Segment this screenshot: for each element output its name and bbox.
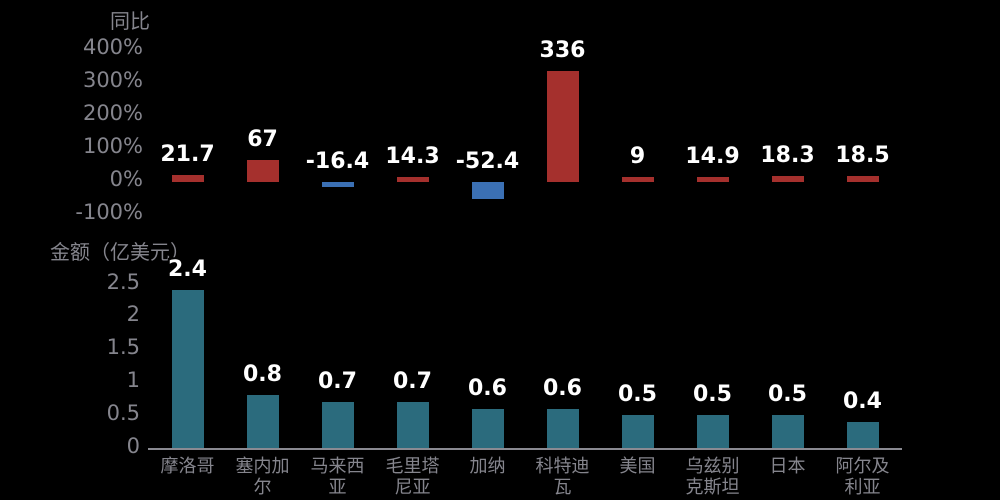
category-label: 加纳 (454, 456, 522, 477)
amount-bar-value: 0.7 (318, 368, 357, 394)
growth-bar-value: 336 (539, 38, 586, 64)
category-label-line: 加纳 (469, 456, 506, 477)
category-label-line: 马来西 (310, 456, 365, 477)
growth-bar (546, 71, 579, 182)
amount-bar (696, 415, 729, 448)
growth-bar-value: -16.4 (305, 149, 370, 174)
growth-bar-value: -52.4 (455, 149, 520, 174)
growth-bar (696, 177, 729, 182)
amount-ytick: 1 (126, 368, 140, 393)
growth-bar (396, 177, 429, 182)
growth-bar-value: 14.3 (385, 144, 440, 169)
category-label-line: 尼亚 (394, 477, 431, 498)
amount-bar (321, 401, 354, 448)
amount-bar (171, 290, 204, 448)
growth-ytick: 400% (82, 35, 143, 59)
amount-bar (471, 408, 504, 448)
amount-bar-value: 0.5 (618, 382, 657, 408)
amount-bar (621, 415, 654, 448)
category-label: 塞内加尔 (229, 456, 297, 498)
growth-bar-value: 67 (247, 126, 278, 152)
category-label: 乌兹别 克斯坦 (679, 456, 747, 498)
growth-ytick: 100% (82, 134, 143, 158)
growth-bar (771, 175, 804, 182)
amount-bar-value: 0.7 (393, 368, 432, 394)
amount-bar-value: 0.5 (693, 382, 732, 408)
category-label: 摩洛哥 (154, 456, 222, 477)
growth-ytick: -100% (75, 200, 143, 224)
amount-ytick: 2 (126, 302, 140, 327)
amount-bar-value: 2.4 (168, 257, 207, 283)
growth-ytick: 0% (109, 167, 143, 191)
category-label: 马来西亚 (304, 456, 372, 498)
amount-ytick: 0 (126, 434, 140, 458)
growth-bar-value: 18.3 (760, 142, 815, 168)
category-label-line: 瓦 (553, 477, 572, 498)
amount-bar-value: 0.5 (768, 382, 807, 408)
category-label-line: 利亚 (844, 477, 881, 498)
amount-bar (771, 415, 804, 448)
growth-bar-value: 14.9 (685, 144, 740, 169)
amount-ytick: 2.5 (106, 269, 140, 294)
amount-bar (246, 395, 279, 448)
growth-bar (246, 159, 279, 182)
growth-bar-value: 9 (629, 144, 646, 169)
growth-bar (321, 182, 354, 188)
amount-bar (546, 408, 579, 448)
category-label-line: 塞内加 (235, 456, 290, 477)
category-label-line: 阿尔及 (835, 456, 890, 477)
growth-bar (171, 174, 204, 182)
category-label: 阿尔及 利亚 (829, 456, 897, 498)
category-label: 毛里塔 尼亚 (379, 456, 447, 498)
amount-bar-value: 0.6 (543, 375, 582, 401)
category-label-line: 亚 (328, 477, 347, 498)
category-label-line: 乌兹别 (685, 456, 740, 477)
growth-chart-title: 同比 (110, 9, 150, 33)
growth-bar (621, 177, 654, 182)
amount-chart-title: 金额（亿美元） (50, 240, 190, 264)
growth-bar (846, 175, 879, 182)
category-label: 科特迪瓦 (529, 456, 597, 498)
x-axis-line (148, 448, 902, 450)
amount-bar (846, 421, 879, 448)
amount-bar (396, 401, 429, 448)
growth-bar-value: 18.5 (835, 142, 890, 168)
category-label-line: 摩洛哥 (160, 456, 215, 477)
amount-bar-value: 0.8 (243, 362, 282, 388)
category-label-line: 克斯坦 (685, 477, 740, 498)
amount-ytick: 0.5 (106, 401, 140, 426)
category-label-line: 美国 (619, 456, 656, 477)
category-label: 美国 (604, 456, 672, 477)
growth-bar-value: 21.7 (160, 141, 215, 167)
category-label-line: 科特迪 (535, 456, 590, 477)
category-label-line: 尔 (253, 477, 272, 498)
category-label-line: 毛里塔 (385, 456, 440, 477)
amount-ytick: 1.5 (106, 335, 140, 360)
category-label-line: 日本 (769, 456, 806, 477)
growth-ytick: 300% (82, 68, 143, 92)
growth-bar (471, 182, 504, 200)
category-label: 日本 (754, 456, 822, 477)
amount-bar-value: 0.4 (843, 388, 882, 414)
growth-ytick: 200% (82, 101, 143, 125)
amount-bar-value: 0.6 (468, 375, 507, 401)
